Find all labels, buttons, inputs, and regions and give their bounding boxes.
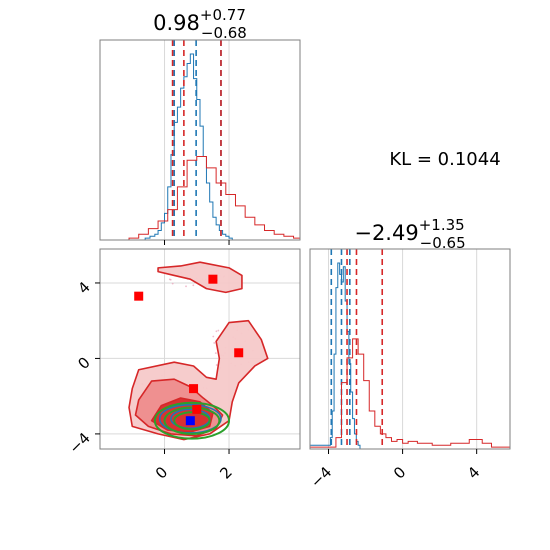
marginal-2-title-minus: −0.65 [420,234,466,252]
joint-y-tick-label: 4 [74,278,93,297]
marginal-2-grid [328,249,478,449]
joint-sample-point [217,329,220,332]
marginal-2-title: −2.49+1.35 −0.65 [354,216,465,252]
kl-annotation: KL = 0.1044 [389,149,500,170]
joint-green-contour [163,406,221,435]
joint-blue-marker [185,416,195,426]
marginal-1-grid [164,40,230,240]
marginal-2-ticks: −4 0 4 [307,449,483,491]
joint-red-marker [134,291,144,301]
marginal-2-title-plus: +1.35 [419,216,465,234]
marginal-1-ticks [164,240,230,245]
joint-red-marker [192,404,202,414]
marginal-2-background [310,249,510,449]
joint-red-marker [189,384,199,394]
joint-x-tick-label: 0 [152,463,171,482]
joint-panel: 0 2 −4 0 4 [65,248,301,483]
marginal-2-tick-label: 0 [390,463,409,482]
marginal-1-title-value: 0.98 [153,11,200,35]
joint-sample-point [215,330,218,333]
joint-sample-point [215,364,218,366]
marginal-2-tick-label: 4 [464,463,483,482]
joint-red-marker [208,274,218,284]
marginal-1-title-plus: +0.77 [200,6,246,24]
joint-y-tick-label: 0 [74,354,93,373]
marginal-panel-2: −4 0 4 −2.49+1.35 −0.65 [307,216,511,491]
joint-sample-point [192,284,195,287]
joint-frame [99,248,301,450]
marginal-2-frame [309,248,511,450]
marginal-1-frame [99,39,301,241]
marginal-1-title-minus: −0.68 [201,24,247,42]
joint-y-tick-label: −4 [65,429,93,457]
marginal-2-plot [310,249,510,449]
marginal-1-hist-series-1 [100,155,300,240]
joint-green-contour [153,401,231,440]
joint-sample-point [168,278,171,281]
joint-sample-point [213,342,216,344]
joint-sample-point [214,352,217,355]
marginal-2-hist-series-0 [310,262,510,449]
joint-red-contour-level-0 [157,261,243,294]
marginal-panel-1: 0.98+0.77 −0.68 [99,6,301,245]
marginal-1-background [100,40,300,240]
joint-x-tick-label: 2 [216,463,235,482]
joint-green-contour [173,411,211,431]
joint-red-marker [234,348,244,358]
joint-sample-point [171,282,174,285]
marginal-1-plot [100,40,300,240]
marginal-2-hist-series-1 [310,338,510,448]
marginal-2-tick-label: −4 [307,463,335,491]
joint-sample-point [185,285,187,288]
marginal-2-title-value: −2.49 [354,221,418,245]
joint-sample-point [212,335,215,338]
marginal-1-title: 0.98+0.77 −0.68 [153,6,247,42]
joint-plot [128,261,269,441]
